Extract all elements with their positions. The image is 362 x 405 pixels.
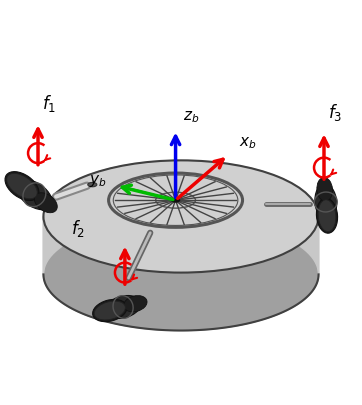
Ellipse shape: [17, 180, 52, 210]
Polygon shape: [43, 217, 319, 331]
Text: $f_{3}$: $f_{3}$: [328, 102, 342, 123]
Ellipse shape: [315, 185, 337, 220]
Ellipse shape: [93, 300, 127, 322]
Ellipse shape: [105, 296, 141, 319]
Text: $f_{2}$: $f_{2}$: [71, 217, 85, 239]
Text: $z_b$: $z_b$: [183, 109, 199, 125]
Ellipse shape: [34, 193, 57, 213]
Ellipse shape: [7, 174, 37, 199]
Ellipse shape: [43, 161, 319, 273]
Polygon shape: [43, 161, 319, 275]
Ellipse shape: [123, 296, 147, 312]
Text: $x_b$: $x_b$: [239, 134, 257, 150]
Ellipse shape: [94, 301, 125, 320]
Text: $y_b$: $y_b$: [89, 173, 107, 189]
Ellipse shape: [5, 172, 39, 201]
Text: $f_{1}$: $f_{1}$: [42, 93, 56, 114]
Ellipse shape: [316, 199, 338, 234]
Ellipse shape: [172, 199, 180, 202]
Ellipse shape: [88, 183, 97, 188]
Ellipse shape: [318, 200, 336, 232]
Ellipse shape: [317, 178, 333, 202]
